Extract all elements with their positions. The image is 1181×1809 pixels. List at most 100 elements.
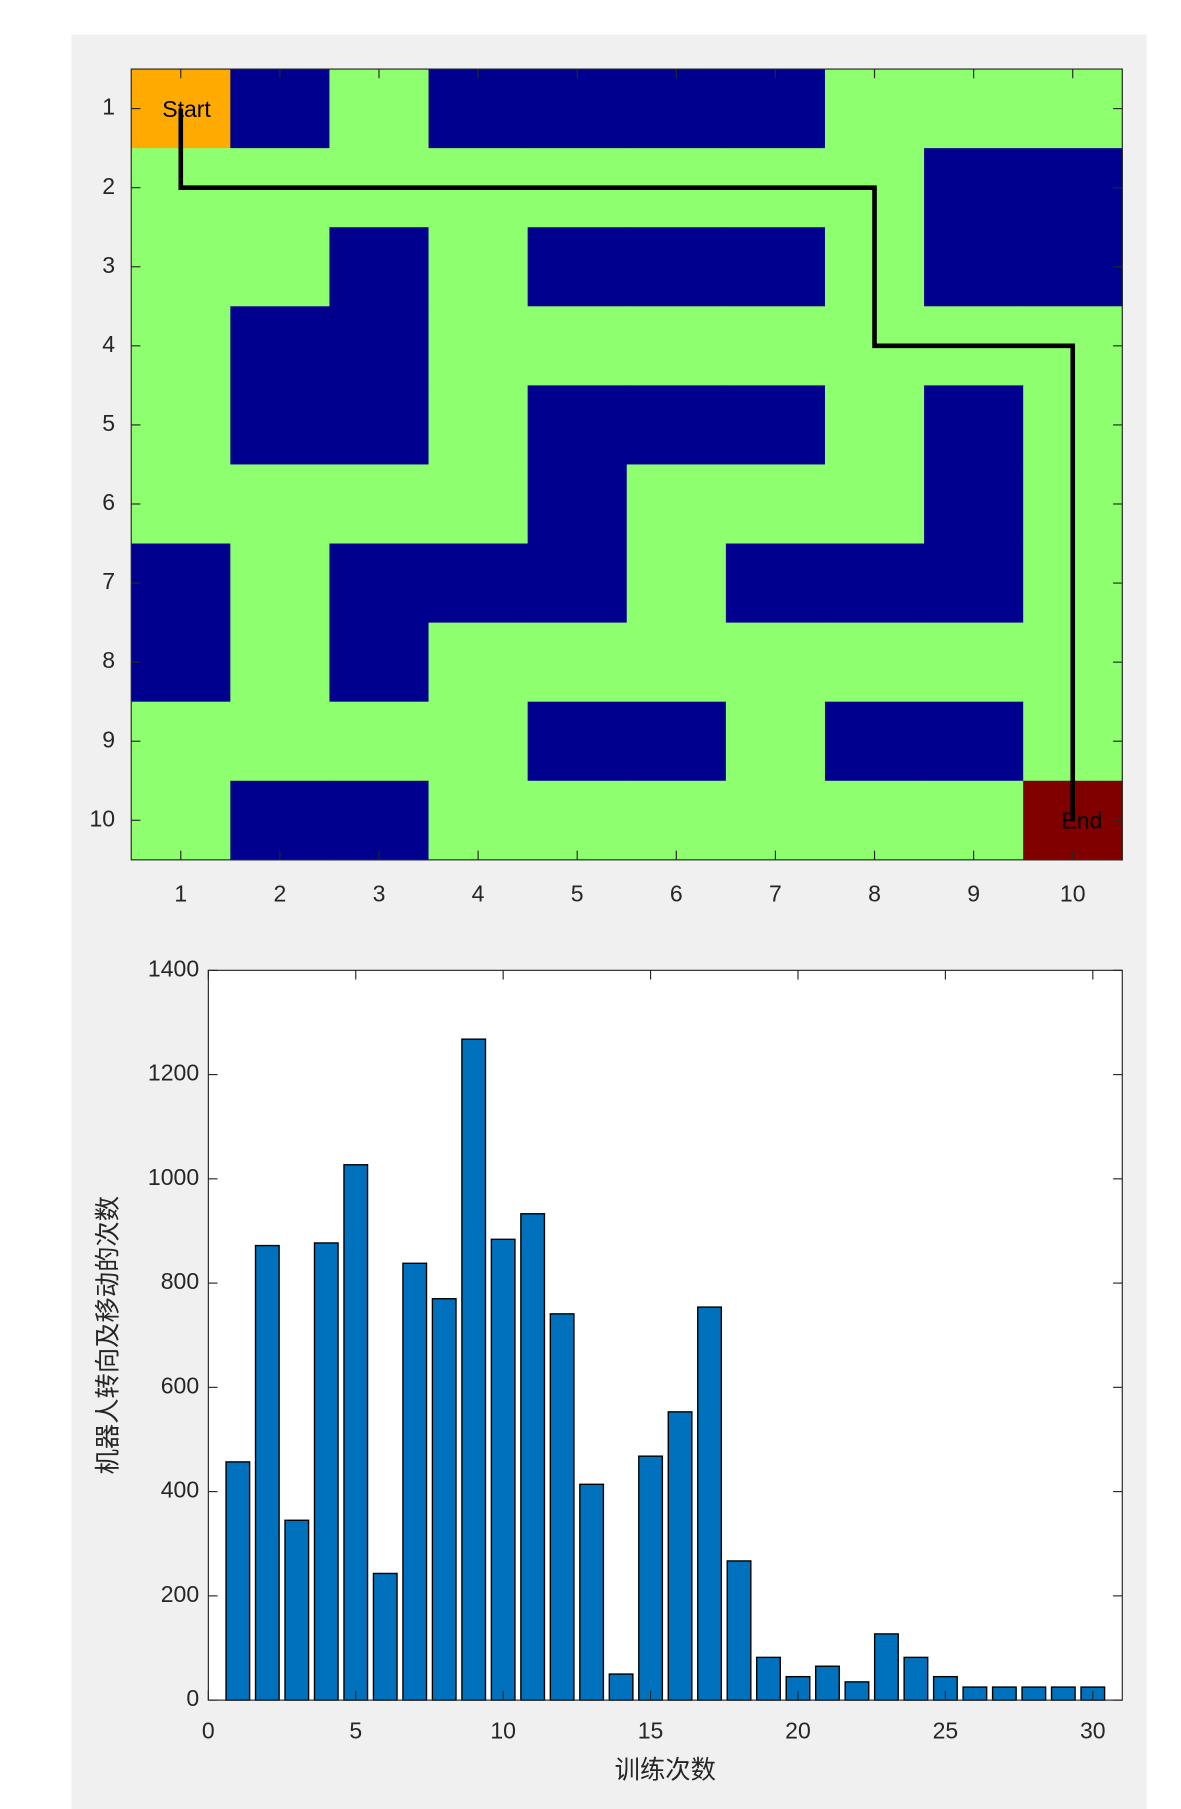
- x-tick-label: 0: [202, 1717, 215, 1743]
- maze-cell: [428, 701, 529, 782]
- maze-cell: [230, 622, 331, 703]
- y-tick-label: 8: [102, 647, 115, 673]
- maze-cell: [924, 227, 1024, 307]
- y-tick-label: 1400: [148, 955, 199, 981]
- y-tick-label: 5: [102, 410, 115, 436]
- x-tick-label: 5: [571, 881, 584, 907]
- y-tick-label: 1000: [148, 1164, 199, 1190]
- x-axis-label: 训练次数: [615, 1754, 716, 1784]
- maze-cell: [725, 227, 826, 307]
- bar: [667, 1411, 693, 1701]
- bar: [1021, 1686, 1047, 1701]
- y-tick-label: 0: [186, 1685, 199, 1711]
- y-tick-label: 10: [90, 805, 116, 831]
- y-tick-label: 1200: [148, 1060, 199, 1086]
- maze-cell: [626, 701, 727, 782]
- y-tick-label: 9: [102, 726, 115, 752]
- maze-cell: [1023, 69, 1123, 149]
- bar: [638, 1455, 664, 1701]
- x-tick-label: 3: [373, 881, 386, 907]
- y-tick-label: 800: [161, 1268, 199, 1294]
- bar: [402, 1262, 428, 1701]
- y-tick-label: 200: [161, 1581, 199, 1607]
- maze-cell: [626, 306, 727, 386]
- y-tick-label: 600: [161, 1372, 199, 1398]
- maze-cell: [230, 543, 331, 624]
- maze-cell: [428, 385, 529, 466]
- maze-cell: [824, 385, 925, 466]
- y-tick-label: 2: [102, 173, 115, 199]
- bar: [343, 1164, 369, 1701]
- maze-cell: [725, 306, 826, 386]
- maze-cell: [824, 780, 925, 861]
- axes-box: [207, 969, 1123, 1701]
- maze-cell: [527, 780, 628, 861]
- maze-cell: [725, 780, 826, 861]
- bar: [962, 1686, 988, 1701]
- bar: [579, 1483, 605, 1701]
- maze-cell: [230, 780, 331, 861]
- y-tick-label: 1: [102, 94, 115, 120]
- maze-cell: [626, 780, 727, 861]
- y-tick-label: 3: [102, 252, 115, 278]
- maze-cell: [824, 622, 925, 703]
- axes-box: [130, 68, 1123, 861]
- maze-cell: [924, 464, 1024, 545]
- maze-cell: [527, 69, 628, 149]
- maze-cell: [230, 306, 331, 386]
- maze-cell: [329, 780, 430, 861]
- maze-cell: [924, 385, 1024, 466]
- x-tick-label: 6: [670, 881, 683, 907]
- x-tick-label: 10: [1060, 881, 1086, 907]
- maze-cell: [924, 69, 1024, 149]
- bar: [372, 1572, 398, 1701]
- maze-cell: [230, 69, 331, 149]
- annotation: Start: [162, 96, 211, 122]
- maze-cell: [725, 69, 826, 149]
- maze-cell: [329, 227, 430, 307]
- maze-cell: [131, 306, 231, 386]
- x-tick-label: 8: [868, 881, 881, 907]
- x-tick-label: 1: [174, 881, 187, 907]
- bar: [549, 1313, 575, 1701]
- maze-cell: [428, 464, 529, 545]
- bar: [608, 1673, 634, 1701]
- bar: [431, 1298, 457, 1701]
- maze-cell: [428, 622, 529, 703]
- bar-axes: 0 5 10 15 20 25 30 0 200 400 600 800 1000 1200 1400 训练次…: [92, 955, 1123, 1784]
- maze-cell: [230, 701, 331, 782]
- maze-cell: [428, 543, 529, 624]
- maze-cell: [824, 701, 925, 782]
- bar: [756, 1656, 781, 1701]
- y-tick-label: 6: [102, 489, 115, 515]
- maze-cell: [824, 69, 925, 149]
- maze-cell: [527, 543, 628, 624]
- maze-cell: [824, 464, 925, 545]
- bar: [461, 1038, 487, 1701]
- bar: [225, 1461, 251, 1701]
- x-tick-label: 7: [769, 881, 782, 907]
- bar: [254, 1244, 280, 1701]
- maze-cell: [725, 701, 826, 782]
- x-tick-label: 9: [967, 881, 980, 907]
- x-tick-label: 25: [933, 1717, 959, 1743]
- maze-cell: [329, 69, 430, 149]
- maze-cell: [924, 543, 1024, 624]
- maze-cell: [527, 385, 628, 466]
- maze-cell: [428, 780, 529, 861]
- maze-cell: [626, 227, 727, 307]
- maze-cell: [626, 543, 727, 624]
- maze-cell: [924, 148, 1024, 228]
- bar: [903, 1656, 929, 1701]
- maze-cell: [329, 385, 430, 466]
- x-tick-label: 30: [1080, 1717, 1106, 1743]
- maze-cell: [527, 464, 628, 545]
- bar: [991, 1686, 1017, 1701]
- maze-cell: [329, 306, 430, 386]
- maze-cell: [725, 385, 826, 466]
- bar: [873, 1633, 899, 1701]
- maze-axes: 1 2 3 4 5 6 7 8 9 10 1 2 3 4 5 6 7 8 9 10 Start End: [90, 68, 1123, 907]
- bar: [284, 1519, 310, 1701]
- y-tick-label: 7: [102, 568, 115, 594]
